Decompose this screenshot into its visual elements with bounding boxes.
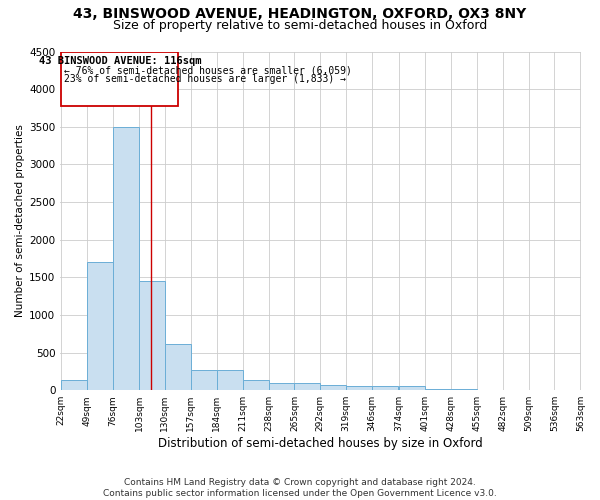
- Bar: [372, 386, 398, 390]
- Bar: [113, 127, 139, 390]
- Y-axis label: Number of semi-detached properties: Number of semi-detached properties: [15, 124, 25, 318]
- Text: ← 76% of semi-detached houses are smaller (6,059): ← 76% of semi-detached houses are smalle…: [64, 65, 352, 75]
- X-axis label: Distribution of semi-detached houses by size in Oxford: Distribution of semi-detached houses by …: [158, 437, 483, 450]
- Bar: [320, 385, 346, 390]
- Bar: [295, 382, 320, 390]
- Bar: [399, 386, 425, 390]
- Text: Size of property relative to semi-detached houses in Oxford: Size of property relative to semi-detach…: [113, 19, 487, 32]
- Bar: [269, 382, 295, 390]
- Bar: [61, 52, 178, 106]
- Bar: [242, 380, 269, 390]
- Bar: [165, 344, 191, 390]
- Text: 43 BINSWOOD AVENUE: 116sqm: 43 BINSWOOD AVENUE: 116sqm: [38, 56, 201, 66]
- Bar: [346, 386, 372, 390]
- Text: 23% of semi-detached houses are larger (1,833) →: 23% of semi-detached houses are larger (…: [64, 74, 346, 84]
- Bar: [61, 380, 87, 390]
- Bar: [217, 370, 242, 390]
- Text: 43, BINSWOOD AVENUE, HEADINGTON, OXFORD, OX3 8NY: 43, BINSWOOD AVENUE, HEADINGTON, OXFORD,…: [73, 8, 527, 22]
- Bar: [425, 389, 451, 390]
- Bar: [87, 262, 113, 390]
- Bar: [191, 370, 217, 390]
- Text: Contains HM Land Registry data © Crown copyright and database right 2024.
Contai: Contains HM Land Registry data © Crown c…: [103, 478, 497, 498]
- Bar: [139, 281, 165, 390]
